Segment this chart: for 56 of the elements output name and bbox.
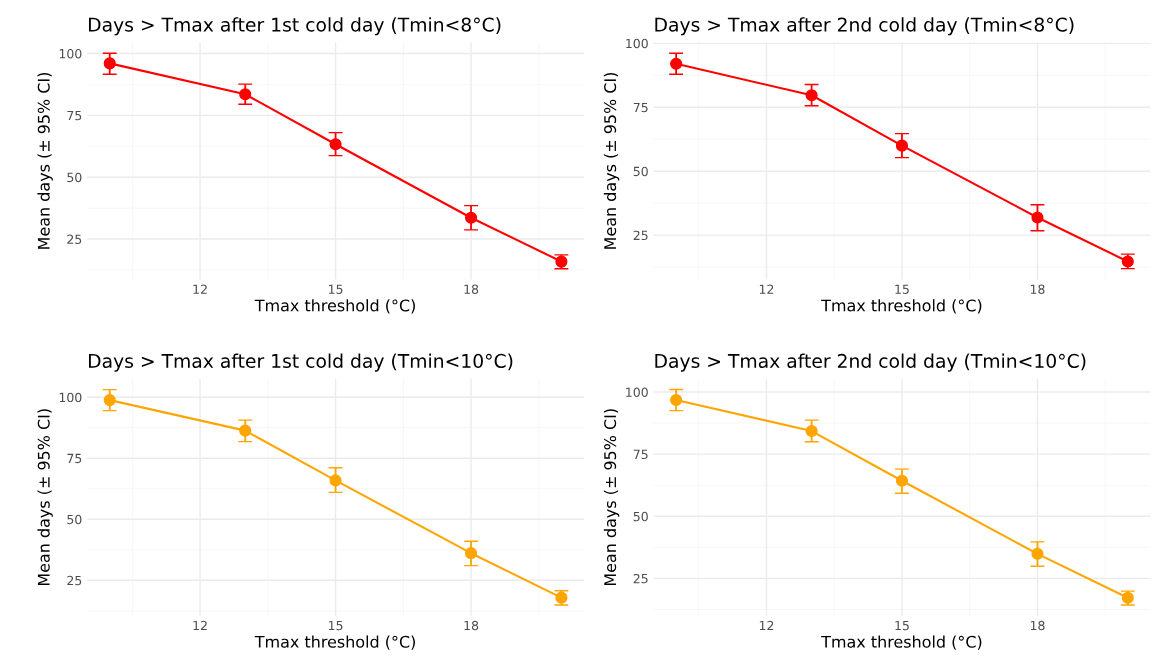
y-axis-title: Mean days (± 95% CI) bbox=[37, 73, 53, 249]
y-tick-label: 75 bbox=[633, 102, 648, 113]
point bbox=[1031, 211, 1044, 224]
x-tick-label: 12 bbox=[193, 284, 207, 294]
point bbox=[329, 138, 342, 151]
x-tick-label: 12 bbox=[759, 620, 774, 631]
chart-title: Days > Tmax after 2nd cold day (Tmin<8°C) bbox=[655, 17, 1074, 36]
point bbox=[670, 393, 683, 407]
x-tick-label: 18 bbox=[1030, 620, 1045, 631]
chart-title: Days > Tmax after 2nd cold day (Tmin<10°C) bbox=[655, 353, 1086, 372]
y-tick-label: 75 bbox=[67, 110, 82, 121]
point bbox=[329, 474, 342, 487]
x-axis-title: Tmax threshold (°C) bbox=[254, 635, 415, 650]
point bbox=[239, 424, 252, 437]
point bbox=[805, 89, 818, 102]
x-tick-label: 15 bbox=[328, 620, 343, 631]
point bbox=[670, 57, 683, 70]
x-tick-label: 15 bbox=[895, 284, 909, 294]
x-axis-title: Tmax threshold (°C) bbox=[821, 635, 982, 650]
x-axis-title: Tmax threshold (°C) bbox=[821, 299, 982, 314]
point bbox=[805, 424, 818, 438]
chart-title: Days > Tmax after 1st cold day (Tmin<8°C) bbox=[88, 17, 501, 36]
x-tick-label: 18 bbox=[1030, 284, 1045, 294]
y-tick-label: 25 bbox=[67, 234, 82, 244]
y-axis-title: Mean days (± 95% CI) bbox=[603, 409, 620, 586]
point bbox=[895, 139, 909, 152]
point bbox=[464, 547, 478, 560]
y-tick-label: 100 bbox=[59, 392, 82, 403]
x-tick-label: 15 bbox=[895, 620, 909, 631]
y-tick-label: 25 bbox=[633, 230, 648, 241]
x-axis-title: Tmax threshold (°C) bbox=[254, 299, 415, 314]
y-tick-label: 75 bbox=[633, 449, 648, 460]
y-tick-label: 25 bbox=[633, 573, 648, 584]
y-tick-label: 50 bbox=[633, 166, 648, 177]
point bbox=[239, 88, 252, 101]
y-tick-label: 75 bbox=[67, 453, 82, 464]
x-tick-label: 18 bbox=[464, 284, 479, 294]
y-axis-title: Mean days (± 95% CI) bbox=[37, 409, 53, 586]
y-tick-label: 50 bbox=[633, 511, 648, 522]
point bbox=[103, 57, 116, 70]
chart-title: Days > Tmax after 1st cold day (Tmin<10°C) bbox=[88, 353, 513, 372]
y-tick-label: 50 bbox=[67, 172, 82, 183]
y-tick-label: 50 bbox=[67, 514, 82, 525]
y-tick-label: 100 bbox=[59, 48, 82, 59]
point bbox=[1031, 547, 1044, 560]
point bbox=[464, 211, 478, 224]
x-tick-label: 18 bbox=[464, 620, 479, 631]
y-tick-label: 100 bbox=[626, 387, 648, 397]
y-tick-label: 100 bbox=[626, 38, 648, 49]
y-axis-title: Mean days (± 95% CI) bbox=[603, 73, 620, 249]
point bbox=[895, 474, 909, 487]
point bbox=[103, 394, 116, 407]
x-tick-label: 12 bbox=[193, 620, 207, 631]
y-tick-label: 25 bbox=[67, 575, 82, 586]
x-tick-label: 15 bbox=[328, 284, 343, 294]
x-tick-label: 12 bbox=[759, 284, 774, 294]
